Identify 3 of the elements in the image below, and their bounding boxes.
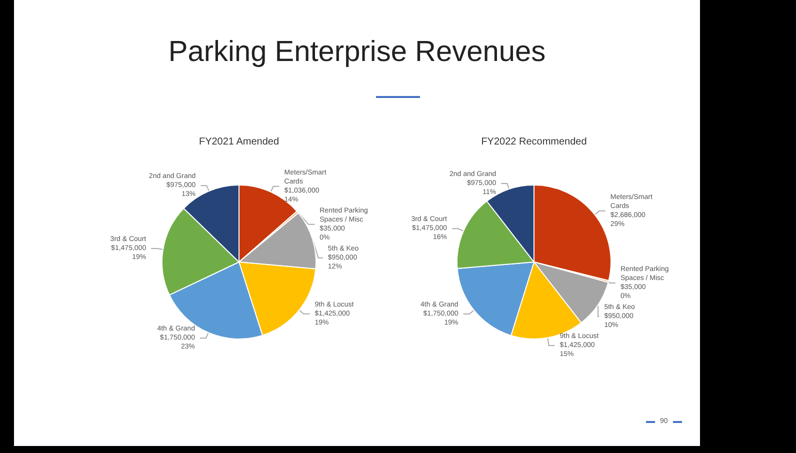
text: Parking Enterprise Revenues <box>167 36 547 69</box>
chart-title: FY2021 Amended <box>198 136 280 148</box>
chart-title: FY2022 Recommended <box>481 136 587 148</box>
